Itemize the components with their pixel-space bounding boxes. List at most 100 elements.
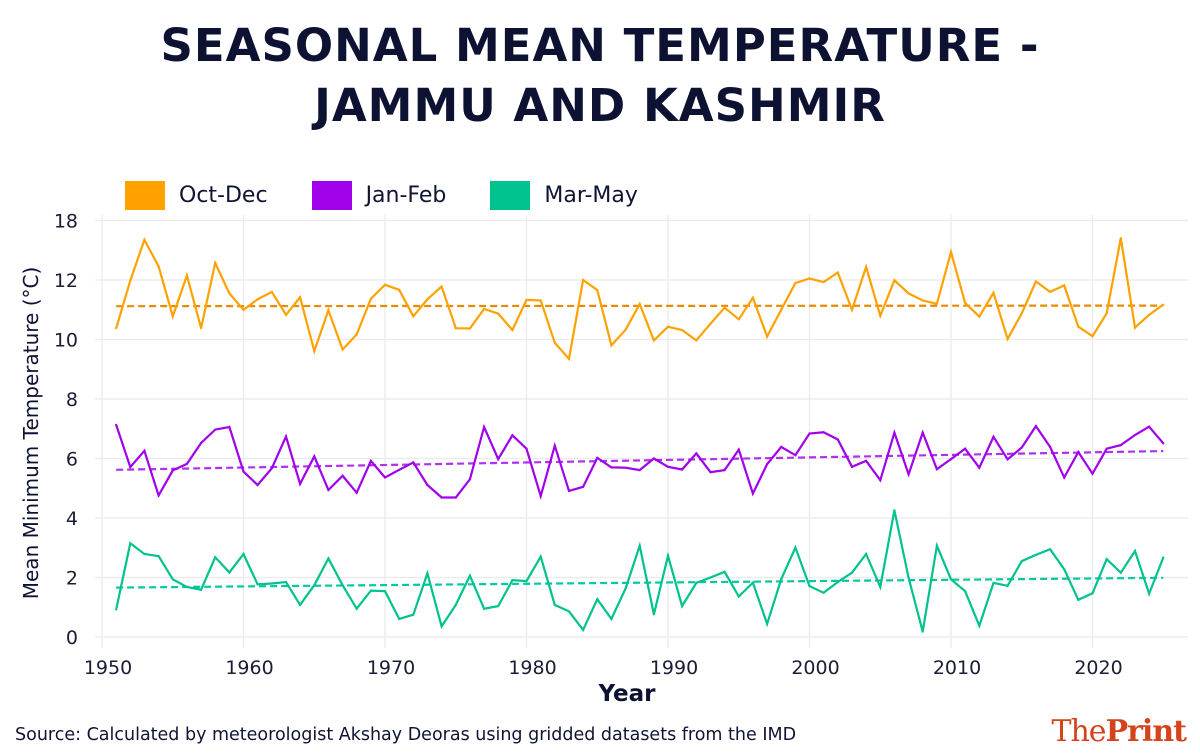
data-point-mar-may [765,622,769,626]
data-point-mar-may [1048,548,1052,551]
data-point-mar-may [1077,598,1080,601]
data-point-mar-may [398,617,401,620]
x-tick-label: 1970 [367,657,415,679]
data-point-mar-may [525,579,528,583]
data-point-mar-may [567,610,571,613]
data-point-oct-dec [440,285,443,288]
data-point-jan-feb [369,459,372,462]
chart-title-line-1: SEASONAL MEAN TEMPERATURE - [160,19,1040,72]
data-point-jan-feb [567,489,571,493]
y-axis-title: Mean Minimum Temperature (°C) [19,267,43,600]
x-axis-title: Year [597,681,656,707]
data-point-oct-dec [454,327,457,330]
data-point-jan-feb [751,492,755,495]
data-point-jan-feb [1148,425,1151,428]
data-point-jan-feb [1020,446,1023,449]
data-point-mar-may [751,581,755,584]
data-point-oct-dec [822,280,825,284]
data-point-mar-may [497,604,500,608]
data-point-oct-dec [836,271,839,274]
data-point-jan-feb [596,456,599,460]
data-point-jan-feb [582,485,585,488]
legend-swatch-mar-may [490,181,531,210]
data-point-jan-feb [115,423,118,426]
data-point-oct-dec [765,335,769,338]
data-point-mar-may [893,509,896,512]
data-point-oct-dec [1048,290,1052,293]
data-point-oct-dec [1063,284,1066,287]
logo-the: The [1051,714,1106,749]
data-point-mar-may [652,613,655,616]
data-point-oct-dec [1020,312,1023,315]
data-point-oct-dec [115,327,118,330]
source-note: Source: Calculated by meteorologist Aksh… [15,725,797,745]
data-point-jan-feb [553,444,556,447]
data-point-oct-dec [157,265,160,268]
data-point-oct-dec [355,333,358,336]
data-point-mar-may [992,581,995,584]
x-tick-label: 1980 [508,657,556,679]
data-point-jan-feb [511,434,514,437]
legend-label: Jan-Feb [365,183,447,208]
data-point-jan-feb [313,455,316,458]
data-point-mar-may [157,554,160,558]
data-point-mar-may [313,584,316,587]
data-point-oct-dec [879,314,882,317]
data-point-jan-feb [1006,458,1009,461]
data-point-mar-may [1133,549,1137,553]
data-point-mar-may [199,588,203,591]
data-point-oct-dec [539,299,542,302]
data-point-mar-may [1119,571,1122,574]
legend-item-jan-feb: Jan-Feb [311,181,447,210]
data-point-mar-may [214,556,217,559]
data-point-mar-may [115,608,118,611]
data-point-jan-feb [129,466,132,469]
data-point-oct-dec [624,328,627,331]
data-point-mar-may [454,603,457,606]
data-point-oct-dec [256,298,259,301]
data-point-jan-feb [709,471,712,474]
data-point-oct-dec [327,309,330,312]
data-point-oct-dec [412,315,415,318]
data-point-mar-may [666,554,670,557]
data-point-oct-dec [992,291,995,294]
data-point-mar-may [327,557,330,560]
data-point-jan-feb [921,431,924,434]
data-point-jan-feb [171,469,174,472]
data-point-oct-dec [553,341,556,344]
data-point-mar-may [582,628,585,631]
data-point-oct-dec [1034,280,1037,283]
data-point-oct-dec [893,279,896,282]
data-point-jan-feb [228,425,231,429]
data-point-jan-feb [992,435,995,438]
data-point-mar-may [185,585,188,589]
data-point-oct-dec [313,350,316,353]
data-point-jan-feb [426,483,429,487]
data-point-oct-dec [1133,326,1137,329]
data-point-oct-dec [143,238,146,241]
data-point-jan-feb [440,496,443,499]
data-point-oct-dec [638,302,641,306]
data-point-oct-dec [482,307,486,310]
data-point-oct-dec [794,281,797,285]
data-point-oct-dec [1119,236,1122,240]
data-point-jan-feb [794,454,797,457]
data-point-jan-feb [284,435,288,438]
data-point-jan-feb [652,457,655,460]
data-point-mar-may [270,582,273,585]
data-point-mar-may [723,570,726,573]
y-tick-label: 8 [66,389,78,411]
y-tick-label: 10 [54,330,78,352]
data-point-mar-may [299,603,302,606]
data-point-oct-dec [284,313,288,316]
data-point-jan-feb [185,462,188,465]
data-point-oct-dec [780,308,783,311]
data-point-oct-dec [270,290,273,293]
data-point-mar-may [1006,584,1009,587]
data-point-oct-dec [1091,335,1094,338]
data-point-mar-may [1063,568,1066,571]
data-point-mar-may [624,587,627,590]
data-point-mar-may [879,585,882,589]
data-point-mar-may [681,604,684,608]
y-tick-label: 18 [54,211,78,233]
